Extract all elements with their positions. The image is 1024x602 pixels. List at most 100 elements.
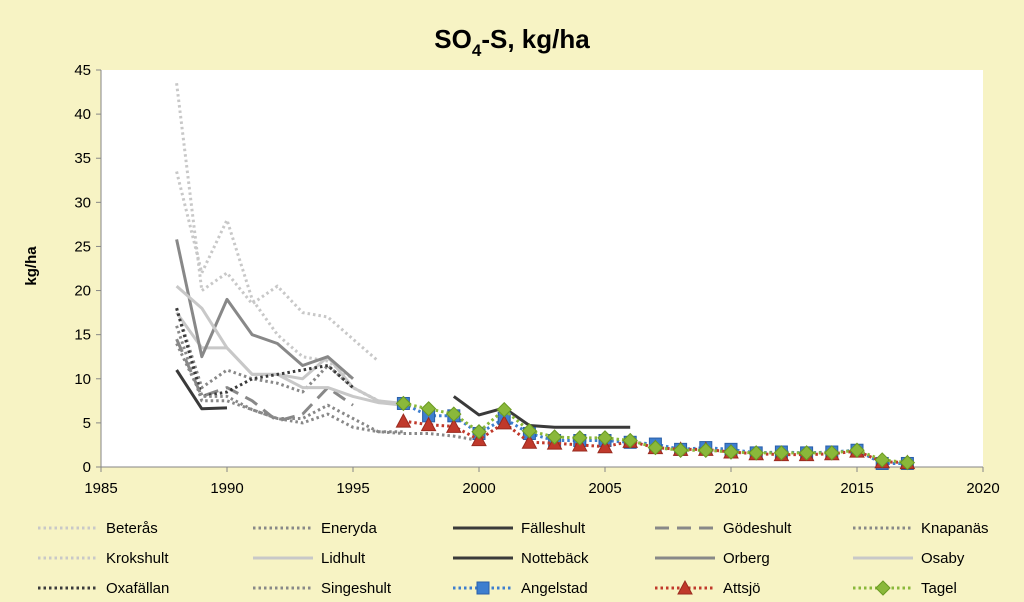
legend-entry-eneryda: Eneryda [253, 520, 378, 537]
series-line-orberg [175, 239, 354, 380]
x-tick-label: 2010 [714, 480, 747, 497]
legend-entry-attsj-: Attsjö [655, 579, 761, 597]
data-point [496, 414, 513, 430]
data-point [445, 418, 462, 433]
data-point [395, 413, 412, 428]
legend-label: Angelstad [521, 580, 588, 597]
y-tick-label: 15 [74, 327, 91, 344]
legend-entry-orberg: Orberg [655, 550, 770, 567]
y-tick-label: 35 [74, 150, 91, 167]
legend-label: Lidhult [321, 550, 366, 567]
data-point [874, 452, 890, 468]
chart-title: SO4-S, kg/ha [434, 24, 590, 60]
series-line-attsj- [403, 419, 908, 465]
data-point [546, 429, 563, 445]
legend-label: Nottebäck [521, 550, 589, 567]
legend-entry-singeshult: Singeshult [253, 580, 392, 597]
data-point [849, 442, 865, 458]
data-point [748, 445, 764, 461]
series-line-f-lleshult [175, 369, 228, 411]
legend-entry-knapan-s: Knapanäs [853, 520, 989, 537]
legend-entry-osaby: Osaby [853, 550, 965, 567]
series-line-lidhult [175, 311, 404, 405]
legend-entry-angelstad: Angelstad [453, 580, 588, 597]
series-line-singeshult [175, 342, 480, 442]
legend-entry-notteb-ck: Nottebäck [453, 550, 589, 567]
data-point [420, 416, 437, 432]
series-notteb-ck [452, 395, 631, 429]
x-tick-label: 1985 [84, 480, 117, 497]
legend-label: Tagel [921, 580, 957, 597]
legend-label: Beterås [106, 520, 158, 537]
legend-marker [677, 579, 693, 595]
legend-entry-lidhult: Lidhult [253, 550, 366, 567]
data-point [723, 444, 739, 460]
x-tick-label: 1995 [336, 480, 369, 497]
series-f-lleshult [175, 369, 228, 411]
legend-entry-beter-s: Beterås [38, 520, 158, 537]
series-line-beter-s [175, 83, 380, 363]
legend-label: Orberg [723, 550, 770, 567]
data-point [471, 424, 487, 440]
data-point [521, 434, 538, 449]
x-tick-label: 2005 [588, 480, 621, 497]
y-tick-label: 0 [83, 459, 91, 476]
y-tick-label: 5 [83, 415, 91, 432]
legend-label: Osaby [921, 550, 965, 567]
data-point [446, 406, 462, 422]
y-tick-label: 40 [74, 106, 91, 123]
y-tick-label: 20 [74, 283, 91, 300]
legend-label: Gödeshult [723, 520, 792, 537]
data-point [824, 445, 840, 461]
legend-marker [875, 580, 891, 596]
legend-entry-f-lleshult: Fälleshult [453, 520, 586, 537]
data-point [698, 442, 714, 458]
series-line-osaby [175, 284, 404, 407]
series-knapan-s [175, 325, 404, 434]
legend-label: Knapanäs [921, 520, 989, 537]
x-tick-label: 2020 [966, 480, 999, 497]
series-beter-s [175, 83, 380, 363]
y-axis-label: kg/ha [23, 246, 40, 286]
data-point [395, 395, 412, 412]
y-tick-label: 25 [74, 238, 91, 255]
x-tick-label: 1990 [210, 480, 243, 497]
data-point [672, 442, 689, 458]
legend-label: Fälleshult [521, 520, 586, 537]
series-osaby [175, 284, 404, 407]
legend-marker [476, 581, 490, 595]
data-point [572, 430, 588, 446]
series-lidhult [175, 311, 404, 405]
data-point [521, 423, 538, 439]
series-tagel [395, 395, 916, 471]
legend: Beterås Eneryda Fälleshult Gödeshult Knapanä… [38, 520, 989, 597]
series-orberg [175, 239, 354, 380]
plot-area [101, 70, 983, 467]
legend-entry-g-deshult: Gödeshult [655, 520, 792, 537]
legend-label: Attsjö [723, 580, 761, 597]
y-tick-label: 45 [74, 62, 91, 79]
series-line-knapan-s [175, 325, 404, 434]
data-point [798, 445, 815, 461]
series-line-notteb-ck [452, 395, 631, 429]
legend-entry-krokshult: Krokshult [38, 550, 169, 567]
data-point [899, 454, 916, 471]
legend-label: Eneryda [321, 520, 378, 537]
x-tick-label: 2015 [840, 480, 873, 497]
y-tick-label: 30 [74, 194, 91, 211]
series-layer [175, 83, 916, 471]
legend-entry-oxaf-llan: Oxafällan [38, 580, 169, 597]
data-point [597, 430, 613, 446]
data-point [420, 401, 437, 417]
data-point [622, 432, 638, 449]
data-point [597, 438, 613, 454]
data-point [773, 445, 790, 461]
series-singeshult [175, 342, 480, 442]
x-tick-label: 2000 [462, 480, 495, 497]
data-point [647, 439, 664, 456]
y-tick-label: 10 [74, 371, 91, 388]
legend-label: Krokshult [106, 550, 169, 567]
legend-label: Singeshult [321, 580, 392, 597]
data-point [496, 401, 512, 418]
